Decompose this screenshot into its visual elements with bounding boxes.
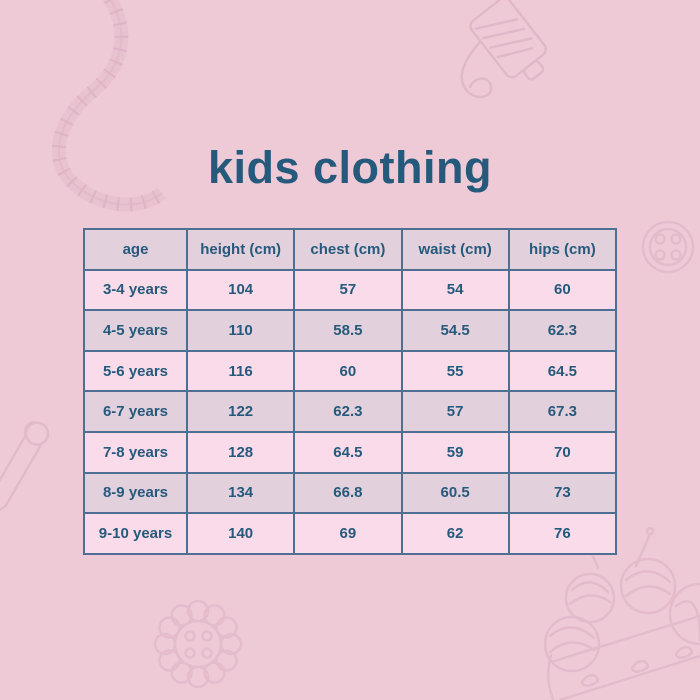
value-cell: 110: [185, 309, 296, 352]
value-cell: 134: [185, 471, 296, 515]
age-cell: 3-4 years: [83, 268, 188, 312]
size-table-head: age height (cm) chest (cm) waist (cm) hips (…: [83, 228, 618, 271]
size-table-head-row: age height (cm) chest (cm) waist (cm) hips (…: [83, 228, 618, 271]
value-cell: 60: [293, 349, 403, 393]
age-cell: 9-10 years: [83, 512, 188, 555]
value-cell: 104: [185, 268, 296, 312]
age-cell: 7-8 years: [83, 430, 188, 474]
table-row: 4-5 years 110 58.5 54.5 62.3: [83, 309, 618, 352]
page-title: kids clothing: [207, 142, 492, 193]
value-cell: 59: [400, 430, 510, 474]
column-header: hips (cm): [507, 228, 618, 271]
value-cell: 116: [185, 349, 296, 393]
flower-button-icon: [153, 599, 243, 689]
value-cell: 57: [293, 268, 403, 312]
value-cell: 55: [400, 349, 510, 393]
age-cell: 6-7 years: [83, 390, 188, 433]
size-chart-table: age height (cm) chest (cm) waist (cm) hips (…: [83, 228, 618, 555]
value-cell: 64.5: [507, 349, 618, 393]
table-row: 9-10 years 140 69 62 76: [83, 512, 618, 555]
value-cell: 57: [400, 390, 510, 433]
age-cell: 8-9 years: [83, 471, 188, 515]
column-header: waist (cm): [400, 228, 510, 271]
value-cell: 54: [400, 268, 510, 312]
value-cell: 66.8: [293, 471, 403, 515]
value-cell: 69: [293, 512, 403, 555]
column-header: chest (cm): [293, 228, 403, 271]
table-row: 3-4 years 104 57 54 60: [83, 268, 618, 312]
value-cell: 58.5: [293, 309, 403, 352]
size-table-body: 3-4 years 104 57 54 60 4-5 years 110 58.5 54.5 62…: [83, 268, 618, 555]
age-cell: 5-6 years: [83, 349, 188, 393]
age-cell: 4-5 years: [83, 309, 188, 352]
table-row: 6-7 years 122 62.3 57 67.3: [83, 390, 618, 433]
value-cell: 64.5: [293, 430, 403, 474]
value-cell: 54.5: [400, 309, 510, 352]
column-header: height (cm): [185, 228, 296, 271]
value-cell: 62.3: [293, 390, 403, 433]
value-cell: 60: [507, 268, 618, 312]
button-icon: [641, 220, 695, 274]
value-cell: 62.3: [507, 309, 618, 352]
value-cell: 67.3: [507, 390, 618, 433]
value-cell: 62: [400, 512, 510, 555]
value-cell: 73: [507, 471, 618, 515]
thread-spool-icon: [460, 0, 548, 99]
value-cell: 60.5: [400, 471, 510, 515]
value-cell: 76: [507, 512, 618, 555]
value-cell: 140: [185, 512, 296, 555]
safety-pin-icon: [0, 420, 50, 514]
column-header: age: [83, 228, 188, 271]
table-row: 5-6 years 116 60 55 64.5: [83, 349, 618, 393]
table-row: 7-8 years 128 64.5 59 70: [83, 430, 618, 474]
table-row: 8-9 years 134 66.8 60.5 73: [83, 471, 618, 515]
value-cell: 122: [185, 390, 296, 433]
value-cell: 70: [507, 430, 618, 474]
value-cell: 128: [185, 430, 296, 474]
